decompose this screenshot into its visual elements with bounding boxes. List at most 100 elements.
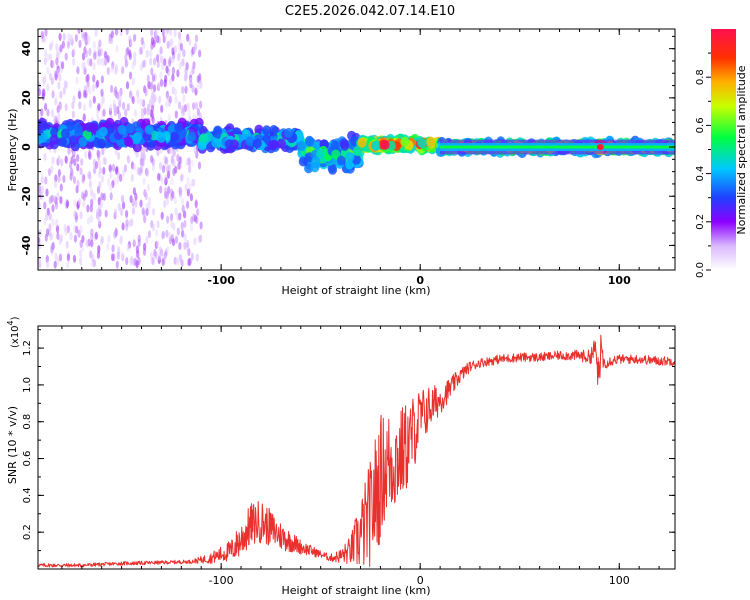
heatmap-cell bbox=[180, 197, 185, 206]
heatmap-cell bbox=[96, 79, 100, 88]
heatmap-cell bbox=[173, 196, 177, 205]
heatmap-cell bbox=[167, 186, 171, 195]
heatmap-cell bbox=[187, 109, 191, 118]
heatmap-cell bbox=[114, 66, 118, 75]
heatmap-cell bbox=[136, 89, 140, 98]
heatmap-cell bbox=[109, 183, 113, 192]
heatmap-cell bbox=[179, 43, 184, 51]
heatmap-cell bbox=[171, 73, 175, 82]
heatmap-cell bbox=[55, 219, 59, 227]
heatmap-cell bbox=[77, 197, 82, 206]
heatmap-cell bbox=[78, 91, 82, 100]
heatmap-cell bbox=[45, 188, 49, 197]
heatmap-cell bbox=[121, 222, 125, 231]
heatmap-cell bbox=[43, 217, 47, 226]
heatmap-cell bbox=[148, 99, 152, 108]
heatmap-cell bbox=[102, 192, 106, 201]
heatmap-cell bbox=[117, 151, 121, 160]
heatmap-cell bbox=[163, 251, 167, 259]
heatmap-cell bbox=[160, 176, 164, 185]
snr-xlabel: Height of straight line (km) bbox=[281, 584, 430, 597]
heatmap-cell bbox=[357, 137, 367, 148]
heatmap-cell bbox=[67, 33, 71, 41]
heatmap-cell bbox=[97, 170, 102, 179]
heatmap-cell bbox=[192, 102, 196, 111]
heatmap-cell bbox=[161, 231, 165, 240]
heatmap-cell bbox=[70, 156, 74, 165]
heatmap-cell bbox=[92, 193, 96, 201]
heatmap-cell bbox=[82, 113, 86, 122]
heatmap-cell bbox=[94, 161, 99, 169]
heatmap-cell bbox=[345, 152, 355, 163]
heatmap-cell bbox=[106, 55, 110, 63]
heatmap-cell bbox=[295, 133, 305, 144]
heatmap-cell bbox=[54, 252, 58, 261]
heatmap-cell bbox=[131, 206, 136, 215]
heatmap-cell bbox=[120, 208, 124, 216]
heatmap-cell bbox=[151, 257, 155, 266]
heatmap-cell bbox=[173, 88, 177, 97]
heatmap-cell bbox=[59, 44, 63, 53]
heatmap-cell bbox=[417, 137, 427, 148]
heatmap-cell bbox=[174, 122, 184, 133]
heatmap-cell bbox=[126, 46, 130, 55]
heatmap-cell bbox=[97, 138, 107, 149]
heatmap-cell bbox=[66, 253, 70, 262]
heatmap-cell bbox=[199, 221, 203, 230]
heatmap-cell bbox=[143, 107, 147, 116]
figure-title: C2E5.2026.042.07.14.E10 bbox=[285, 4, 455, 19]
heatmap-cell bbox=[102, 166, 106, 175]
heatmap-cell bbox=[93, 52, 97, 60]
heatmap-cell bbox=[53, 195, 57, 204]
heatmap-cell bbox=[161, 258, 165, 267]
heatmap-cell bbox=[74, 34, 78, 42]
heatmap-cell bbox=[101, 147, 105, 156]
heatmap-cell bbox=[166, 246, 170, 255]
heatmap-cell bbox=[57, 174, 61, 183]
heatmap-cell bbox=[83, 89, 87, 98]
spectrogram-ticks: -100 0 100 -40 -20 0 20 40 bbox=[20, 29, 675, 287]
heatmap-cell bbox=[59, 234, 63, 242]
heatmap-cell bbox=[54, 174, 58, 183]
heatmap-cell bbox=[75, 76, 79, 85]
heatmap-cell bbox=[133, 51, 137, 60]
heatmap-cell bbox=[196, 208, 200, 217]
heatmap-cell bbox=[159, 46, 163, 55]
heatmap-cell bbox=[116, 251, 120, 260]
heatmap-cell bbox=[150, 67, 154, 76]
heatmap-cell bbox=[178, 212, 182, 221]
heatmap-cell bbox=[56, 231, 60, 240]
heatmap-cell bbox=[194, 34, 199, 43]
heatmap-cell bbox=[80, 158, 84, 167]
heatmap-cell bbox=[149, 49, 153, 58]
y-tick-label: 0 bbox=[20, 143, 33, 151]
heatmap-cell bbox=[117, 124, 127, 135]
heatmap-cell bbox=[186, 239, 190, 248]
heatmap-cell bbox=[73, 234, 78, 243]
heatmap-cell bbox=[156, 132, 166, 143]
heatmap-cell bbox=[311, 156, 321, 167]
heatmap-cell bbox=[44, 49, 48, 58]
heatmap-cell bbox=[79, 211, 83, 220]
svg-text:(x104): (x104) bbox=[6, 316, 21, 348]
heatmap-cell bbox=[64, 155, 68, 164]
heatmap-cell bbox=[91, 83, 96, 92]
heatmap-cell bbox=[168, 59, 172, 68]
heatmap-cell bbox=[158, 95, 162, 104]
heatmap-cell bbox=[125, 123, 135, 134]
heatmap-cell bbox=[121, 66, 125, 75]
heatmap-cell bbox=[170, 155, 174, 164]
heatmap-cell bbox=[159, 78, 164, 87]
heatmap-cell bbox=[46, 260, 50, 269]
heatmap-cell bbox=[188, 165, 192, 174]
heatmap-cell bbox=[66, 40, 70, 49]
heatmap-cell bbox=[79, 249, 83, 258]
heatmap-cell bbox=[211, 137, 221, 148]
heatmap-cell bbox=[90, 198, 94, 207]
heatmap-cell bbox=[58, 253, 63, 262]
heatmap-cell bbox=[125, 257, 129, 266]
heatmap-cell bbox=[177, 31, 182, 40]
heatmap-cell bbox=[57, 155, 61, 164]
heatmap-cell bbox=[84, 150, 88, 159]
heatmap-cell bbox=[131, 198, 135, 207]
